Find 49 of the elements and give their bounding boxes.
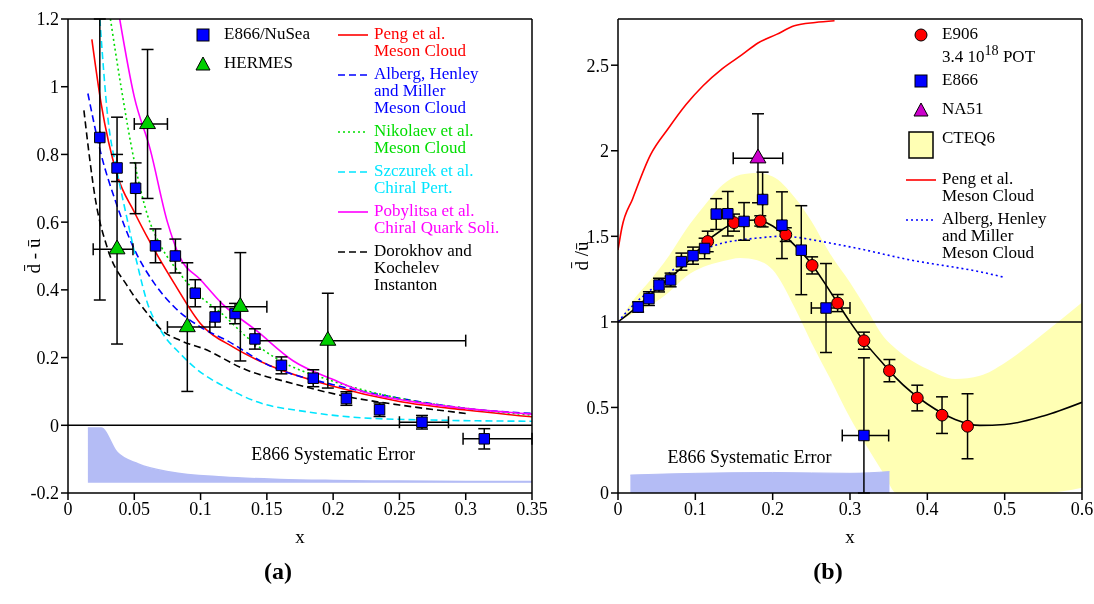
annotation: E866 Systematic Error bbox=[251, 443, 416, 465]
y-tick-label: -0.2 bbox=[30, 483, 59, 504]
x-tick-label: 0.2 bbox=[321, 498, 345, 519]
legend-label: Dorokhov and Kochelev Instanton bbox=[374, 241, 472, 294]
legend-label: E866/NuSea bbox=[224, 24, 310, 43]
x-tick-label: 0.35 bbox=[516, 498, 548, 519]
x-axis-title: x bbox=[295, 526, 306, 547]
y-tick-label: 0.8 bbox=[36, 144, 59, 165]
y-axis-title: d̄ - ū bbox=[22, 238, 46, 274]
y-tick-label: 1.2 bbox=[36, 9, 59, 30]
y-tick-label: 1 bbox=[50, 77, 59, 98]
y-tick-label: 0 bbox=[600, 483, 609, 504]
x-tick-label: 0.5 bbox=[993, 498, 1016, 519]
x-tick-label: 0.25 bbox=[383, 498, 416, 519]
x-tick-label: 0.2 bbox=[761, 498, 784, 519]
legend-label: Alberg, Henley and Miller Meson Cloud bbox=[374, 64, 479, 117]
y-tick-label: 0.2 bbox=[36, 347, 59, 368]
legend-label: Peng et al. Meson Cloud bbox=[942, 168, 1035, 205]
x-tick-label: 0.05 bbox=[118, 498, 151, 519]
text: (a) bbox=[263, 558, 293, 585]
x-tick-label: 0 bbox=[63, 498, 73, 519]
x-tick-label: 0 bbox=[613, 498, 623, 519]
legend-label: Alberg, Henley and Miller Meson Cloud bbox=[942, 208, 1047, 262]
legend-label: Nikolaev et al. Meson Cloud bbox=[374, 121, 474, 157]
legend-label: E866 bbox=[942, 69, 978, 89]
legend-label: HERMES bbox=[224, 53, 293, 72]
legend-label: CTEQ6 bbox=[942, 127, 995, 147]
legend-label: Pobylitsa et al. Chiral Quark Soli. bbox=[374, 201, 500, 237]
legend-label: Szczurek et al. Chiral Pert. bbox=[374, 161, 474, 197]
y-tick-label: 2.5 bbox=[586, 55, 609, 76]
x-tick-label: 0.15 bbox=[251, 498, 283, 519]
y-tick-label: 0.6 bbox=[36, 212, 59, 233]
annotation: E866 Systematic Error bbox=[667, 446, 832, 468]
y-tick-label: 1 bbox=[600, 312, 609, 333]
legend-label: E906 3.4 10$^{18}$ POT bbox=[942, 24, 1036, 66]
legend-label: Peng et al. Meson Cloud bbox=[374, 24, 467, 60]
y-tick-label: 0 bbox=[50, 415, 59, 436]
text: (b) bbox=[812, 558, 844, 585]
y-tick-label: 0.4 bbox=[36, 280, 59, 301]
x-tick-label: 0.6 bbox=[1070, 498, 1094, 519]
y-tick-label: 2 bbox=[600, 141, 609, 162]
x-tick-label: 0.3 bbox=[838, 498, 862, 519]
legend-label: NA51 bbox=[942, 98, 984, 118]
x-axis-title: x bbox=[845, 526, 856, 547]
x-tick-label: 0.1 bbox=[189, 498, 212, 519]
x-tick-label: 0.1 bbox=[684, 498, 707, 519]
x-tick-label: 0.3 bbox=[454, 498, 477, 519]
x-tick-label: 0.4 bbox=[916, 498, 939, 519]
y-tick-label: 0.5 bbox=[586, 397, 609, 418]
